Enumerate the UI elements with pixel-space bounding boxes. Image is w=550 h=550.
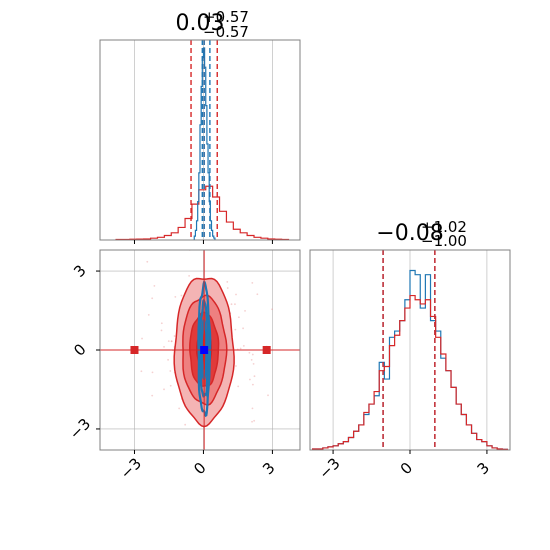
contour-scatter-point — [160, 322, 163, 325]
panel-hist-param2-ticks: −3 0 3 — [315, 450, 493, 483]
contour-scatter-point — [271, 308, 273, 311]
contour-scatter-point — [237, 316, 240, 319]
contour-scatter-point — [167, 358, 169, 361]
contour-x-tick-label-0: −3 — [117, 454, 145, 482]
panel-hist-param2-quantiles — [382, 250, 436, 450]
panel-hist-param2-title-value: −0.08 — [376, 221, 443, 246]
contour-y-tick-label-0: −3 — [66, 415, 94, 443]
panel-hist-param2-series — [311, 269, 509, 450]
contour-scatter-point — [167, 340, 170, 343]
contour-scatter-point — [188, 274, 191, 277]
panel-hist-param2-title: −0.08 — [376, 221, 443, 246]
contour-scatter-point — [180, 294, 183, 297]
contour-scatter-point — [251, 281, 254, 284]
contour-scatter-point — [141, 337, 143, 340]
contour-scatter-point — [242, 345, 245, 347]
panel-hist-param1-title-plus: +0.57 — [203, 8, 249, 26]
panel-hist-param2-title-plus: +1.02 — [421, 218, 467, 236]
contour-scatter-point — [253, 419, 256, 422]
panel-hist-param1-quantiles — [190, 40, 218, 240]
contour-scatter-point — [153, 284, 156, 287]
contour-scatter-point — [244, 309, 246, 312]
contour-scatter-point — [234, 303, 236, 306]
contour-scatter-point — [252, 362, 255, 365]
contour-scatter-point — [230, 303, 233, 306]
contour-scatter-point — [253, 375, 256, 378]
contour-scatter-point — [251, 353, 254, 356]
hist1-series-0-step — [115, 185, 290, 241]
contour-blue-marker — [200, 346, 209, 354]
contour-scatter-point — [248, 351, 251, 354]
hist2-series-1-step — [311, 294, 509, 450]
contour-scatter-point — [151, 371, 154, 374]
contour-x-tick-label-1: 0 — [190, 459, 209, 478]
contour-scatter-point — [160, 329, 163, 332]
contour-red-marker-0 — [130, 346, 139, 354]
panel-hist-param1-frame — [99, 39, 301, 241]
contour-scatter-point — [178, 407, 181, 410]
contour-scatter-point — [242, 327, 244, 330]
contour-scatter-point — [170, 340, 173, 342]
contour-scatter-point — [174, 295, 177, 298]
contour-y-tick-label-1: 0 — [70, 340, 89, 359]
contour-scatter-point — [249, 378, 251, 381]
panel-hist-param1-ticks — [133, 240, 273, 244]
contour-scatter-point — [140, 370, 143, 373]
contour-scatter-point — [170, 340, 173, 343]
contour-scatter-point — [251, 420, 253, 423]
contour-scatter-point — [173, 335, 176, 337]
panel-hist-param2-title-minus: −1.00 — [421, 232, 467, 250]
contour-red-marker-1 — [262, 346, 271, 354]
contour-scatter-point — [237, 385, 240, 388]
contour-scatter-point — [226, 287, 229, 289]
panel-hist-param1: 0.03 +0.57 −0.57 — [99, 8, 301, 244]
panel-hist-param1-title: 0.03 — [176, 11, 225, 36]
contour-scatter-point — [163, 345, 165, 348]
contour-scatter-point — [235, 293, 237, 296]
contour-scatter-point — [239, 347, 242, 350]
contour-scatter-point — [235, 365, 237, 367]
contour-scatter-point — [256, 293, 259, 296]
contour-scatter-point — [163, 388, 165, 391]
contour-scatter-point — [234, 328, 237, 331]
contour-scatter-point — [226, 281, 229, 283]
contour-scatter-point — [250, 358, 253, 361]
contour-scatter-point — [169, 384, 172, 387]
contour-scatter-point — [169, 370, 172, 372]
contour-scatter-point — [147, 313, 150, 316]
hist2-tick-label-0: −3 — [315, 454, 343, 482]
contour-scatter-point — [184, 423, 187, 426]
contour-scatter-point — [267, 394, 269, 397]
contour-scatter-point — [151, 297, 154, 300]
contour-y-tick-label-2: 3 — [70, 261, 89, 280]
panel-contour-markers — [130, 346, 271, 354]
contour-scatter-point — [251, 407, 254, 410]
hist2-tick-label-1: 0 — [397, 459, 416, 478]
contour-scatter-point — [151, 394, 154, 397]
contour-scatter-point — [146, 260, 149, 263]
panel-hist-param1-title-value: 0.03 — [176, 11, 225, 36]
panel-hist-param1-title-minus: −0.57 — [203, 23, 249, 41]
panel-hist-param2: −3 0 3 −0.08 +1.02 −1.00 — [309, 218, 511, 483]
contour-x-tick-label-2: 3 — [259, 459, 278, 478]
contour-scatter-point — [251, 383, 254, 386]
panel-contour: −3 0 3 −3 0 3 — [66, 249, 301, 483]
hist2-tick-label-2: 3 — [474, 459, 493, 478]
